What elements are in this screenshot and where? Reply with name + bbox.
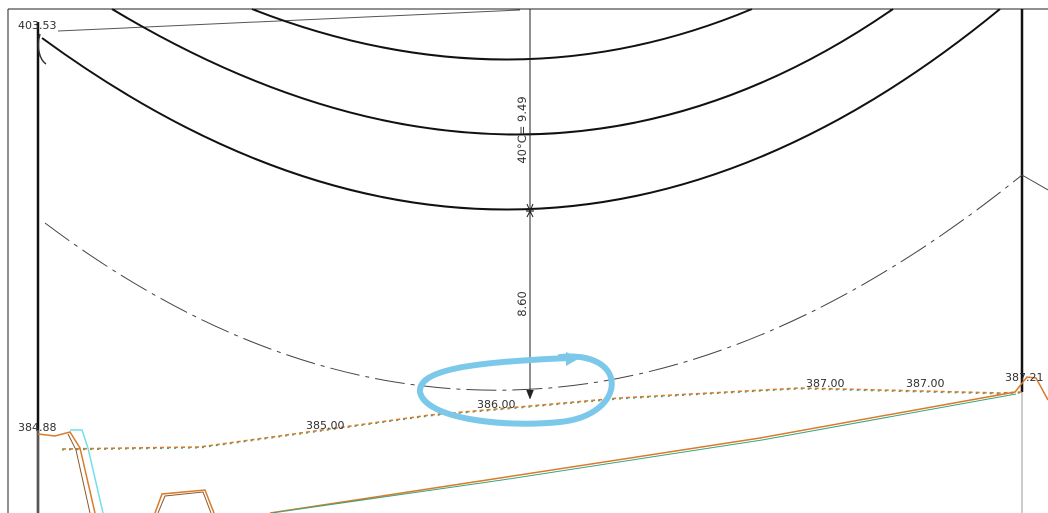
ground-bump-brown [157,491,212,513]
elevation-label-left-ground: 384.88 [18,421,57,434]
highlight-arrow-head [566,352,580,366]
ground-profile-orange [37,376,1048,513]
conductor-curve-2 [111,8,894,136]
highlight-circle-annotation [417,353,615,427]
elevation-label-386: 386.00 [477,398,516,411]
ground-bump-orange [154,489,215,513]
dimension-label-lower: 8.60 [515,291,529,317]
elevation-label-385: 385.00 [306,419,345,432]
elevation-label-387-a: 387.00 [806,377,845,390]
top-left-leader-line [57,9,521,32]
conductor-curve-3 [41,8,1001,211]
ground-profile-brown [67,433,91,513]
elevation-label-387-b: 387.00 [906,377,945,390]
ground-profile-dashed-green [61,388,1023,451]
dimension-arrow-bottom [526,389,534,400]
elevation-label-right-ground: 387.21 [1005,371,1044,384]
clearance-right-extension [1021,174,1048,191]
ground-profile-green [271,393,1017,513]
ground-profile-cyan [70,429,104,513]
dimension-arrow-lower [526,209,534,218]
clearance-envelope-curve [44,174,1023,391]
conductor-curve-1 [251,8,753,61]
ground-profile-dashed-orange [61,387,1023,450]
insulator-hook [37,33,47,65]
dimension-label-upper: 40°C= 9.49 [515,96,529,163]
elevation-label-top-left: 403.53 [18,19,57,32]
